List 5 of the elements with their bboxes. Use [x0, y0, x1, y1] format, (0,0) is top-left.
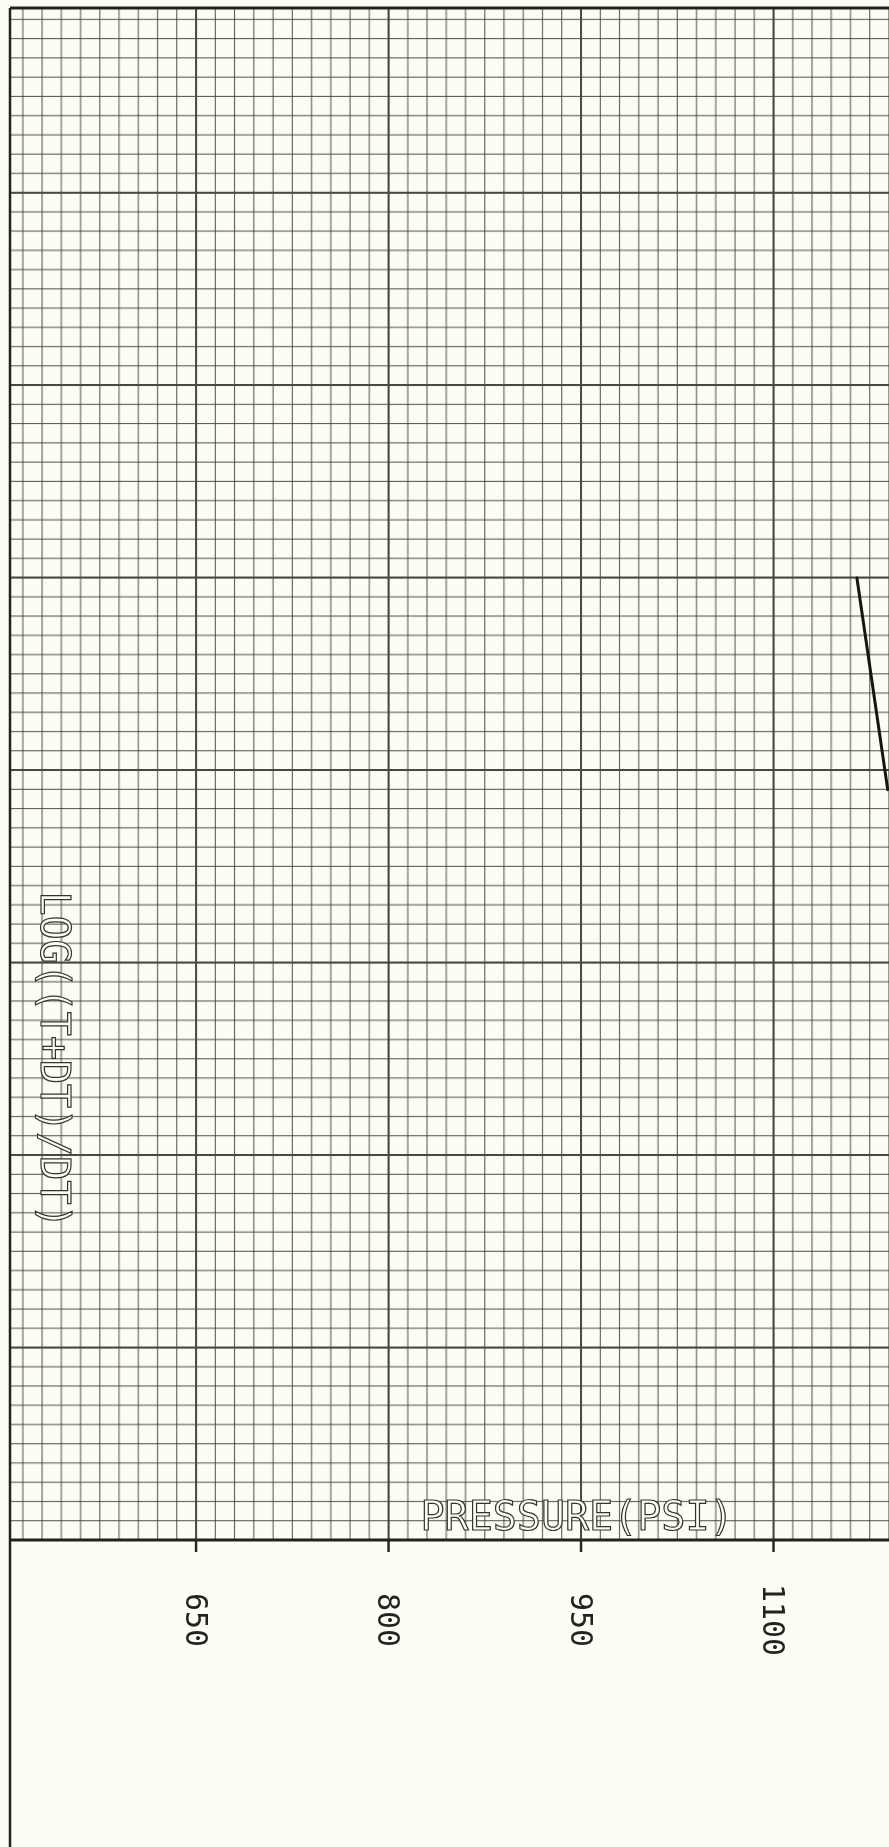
x-tick-label: 1100 — [756, 1583, 792, 1657]
y-axis-title: LOG((T+DT)/DT) — [32, 891, 78, 1229]
x-tick-label: 800 — [371, 1592, 407, 1648]
x-tick-label: 950 — [563, 1592, 599, 1648]
x-tick-label: 650 — [178, 1592, 214, 1648]
